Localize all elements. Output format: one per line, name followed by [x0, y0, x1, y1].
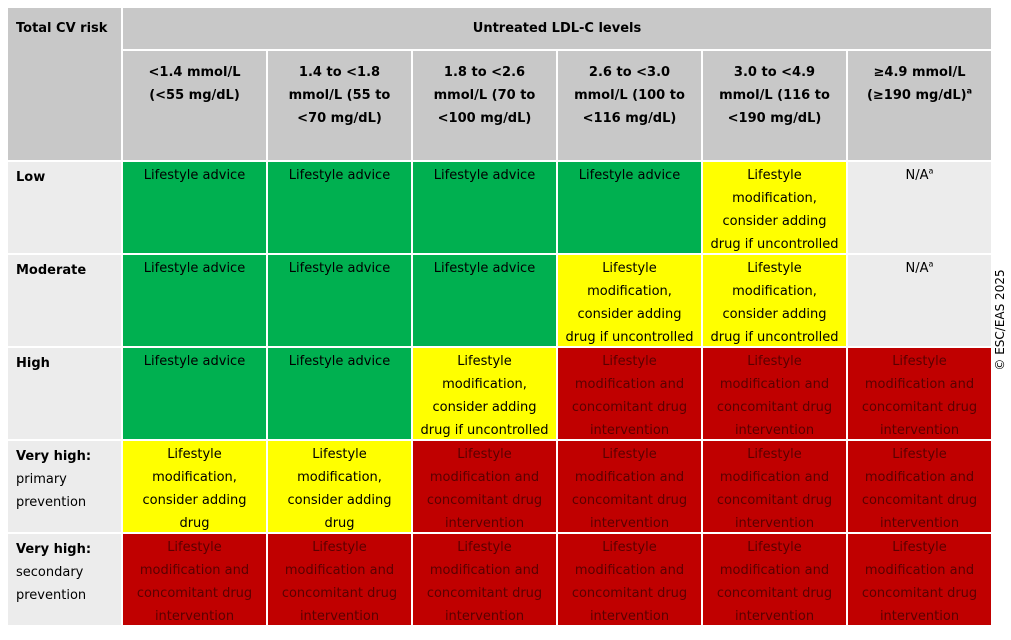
recommendation-cell: Lifestyle advice — [123, 255, 268, 348]
recommendation-text: Lifestyle modification and concomitant d… — [716, 354, 833, 438]
corner-label: Total CV risk — [16, 21, 108, 36]
column-header-1: <1.4 mmol/L (<55 mg/dL) — [123, 51, 268, 162]
ldl-risk-table: Total CV risk Untreated LDL-C levels <1.… — [8, 8, 993, 632]
row-header-label: Moderate — [16, 263, 87, 278]
row-header-label: High — [16, 356, 50, 371]
row-header: Very high: primary prevention — [8, 441, 123, 534]
row-header-label: Very high: — [16, 542, 92, 557]
recommendation-cell: Lifestyle modification and concomitant d… — [413, 441, 558, 534]
column-header-6: ≥4.9 mmol/L (≥190 mg/dL)a — [848, 51, 993, 162]
recommendation-cell: Lifestyle modification, consider adding … — [413, 348, 558, 441]
copyright-notice: © ESC/EAS 2025 — [993, 269, 1007, 371]
recommendation-cell: Lifestyle advice — [123, 348, 268, 441]
recommendation-text: Lifestyle advice — [288, 168, 391, 183]
recommendation-cell: N/Aa — [848, 162, 993, 255]
recommendation-text: Lifestyle modification and concomitant d… — [571, 540, 688, 624]
row-header-sublabel: primary prevention — [16, 472, 87, 510]
recommendation-cell: Lifestyle advice — [268, 348, 413, 441]
recommendation-cell: Lifestyle modification, consider adding … — [123, 441, 268, 534]
recommendation-cell: Lifestyle advice — [558, 162, 703, 255]
column-header-label: 3.0 to <4.9 mmol/L (116 to <190 mg/dL) — [719, 65, 830, 126]
column-header-label: 1.8 to <2.6 mmol/L (70 to <100 mg/dL) — [433, 65, 536, 126]
recommendation-text: Lifestyle advice — [143, 261, 246, 276]
column-header-2: 1.4 to <1.8 mmol/L (55 to <70 mg/dL) — [268, 51, 413, 162]
top-header-label: Untreated LDL-C levels — [472, 21, 642, 36]
recommendation-cell: Lifestyle modification and concomitant d… — [558, 441, 703, 534]
footnote-marker: a — [966, 86, 973, 96]
recommendation-cell: Lifestyle advice — [413, 162, 558, 255]
recommendation-text: Lifestyle modification and concomitant d… — [571, 447, 688, 531]
row-header-sublabel: secondary prevention — [16, 565, 87, 603]
recommendation-cell: Lifestyle modification and concomitant d… — [558, 348, 703, 441]
recommendation-cell: Lifestyle modification and concomitant d… — [413, 534, 558, 627]
recommendation-text: Lifestyle advice — [578, 168, 681, 183]
recommendation-text: Lifestyle modification, consider adding … — [142, 447, 247, 531]
recommendation-cell: Lifestyle modification and concomitant d… — [558, 534, 703, 627]
recommendation-text: Lifestyle modification, consider adding … — [420, 354, 549, 438]
recommendation-text: Lifestyle modification and concomitant d… — [426, 540, 543, 624]
column-header-3: 1.8 to <2.6 mmol/L (70 to <100 mg/dL) — [413, 51, 558, 162]
recommendation-text: Lifestyle modification and concomitant d… — [861, 540, 978, 624]
recommendation-text: Lifestyle modification, consider adding … — [287, 447, 392, 531]
recommendation-text: Lifestyle modification and concomitant d… — [136, 540, 253, 624]
recommendation-cell: N/Aa — [848, 255, 993, 348]
recommendation-text: Lifestyle modification, consider adding … — [710, 261, 839, 345]
recommendation-text: Lifestyle advice — [143, 168, 246, 183]
recommendation-cell: Lifestyle modification and concomitant d… — [848, 348, 993, 441]
row-header: Very high: secondary prevention — [8, 534, 123, 627]
top-header: Untreated LDL-C levels — [123, 8, 993, 51]
recommendation-text: Lifestyle modification and concomitant d… — [861, 354, 978, 438]
recommendation-text: Lifestyle advice — [288, 354, 391, 369]
column-header-5: 3.0 to <4.9 mmol/L (116 to <190 mg/dL) — [703, 51, 848, 162]
recommendation-cell: Lifestyle modification, consider adding … — [703, 162, 848, 255]
recommendation-cell: Lifestyle advice — [413, 255, 558, 348]
column-header-4: 2.6 to <3.0 mmol/L (100 to <116 mg/dL) — [558, 51, 703, 162]
recommendation-cell: Lifestyle modification, consider adding … — [558, 255, 703, 348]
recommendation-cell: Lifestyle advice — [268, 162, 413, 255]
recommendation-text: Lifestyle advice — [433, 261, 536, 276]
recommendation-text: Lifestyle modification, consider adding … — [710, 168, 839, 252]
recommendation-cell: Lifestyle modification and concomitant d… — [123, 534, 268, 627]
recommendation-cell: Lifestyle modification and concomitant d… — [268, 534, 413, 627]
recommendation-cell: Lifestyle modification and concomitant d… — [703, 534, 848, 627]
corner-header: Total CV risk — [8, 8, 123, 162]
recommendation-text: Lifestyle modification, consider adding … — [565, 261, 694, 345]
recommendation-text: Lifestyle advice — [143, 354, 246, 369]
footnote-marker: a — [928, 166, 934, 176]
recommendation-cell: Lifestyle modification, consider adding … — [703, 255, 848, 348]
row-header-label: Very high: — [16, 449, 92, 464]
recommendation-text: Lifestyle modification and concomitant d… — [716, 447, 833, 531]
recommendation-text: Lifestyle modification and concomitant d… — [861, 447, 978, 531]
recommendation-text: Lifestyle modification and concomitant d… — [426, 447, 543, 531]
recommendation-text: N/A — [905, 168, 929, 183]
recommendation-cell: Lifestyle modification and concomitant d… — [848, 441, 993, 534]
footnote-marker: a — [928, 259, 934, 269]
column-header-label: ≥4.9 mmol/L (≥190 mg/dL) — [866, 65, 967, 103]
recommendation-text: Lifestyle modification and concomitant d… — [281, 540, 398, 624]
recommendation-cell: Lifestyle modification and concomitant d… — [703, 348, 848, 441]
recommendation-cell: Lifestyle advice — [268, 255, 413, 348]
column-header-label: 2.6 to <3.0 mmol/L (100 to <116 mg/dL) — [574, 65, 685, 126]
recommendation-cell: Lifestyle modification and concomitant d… — [703, 441, 848, 534]
recommendation-text: N/A — [905, 261, 929, 276]
column-header-label: <1.4 mmol/L (<55 mg/dL) — [148, 65, 241, 103]
recommendation-cell: Lifestyle modification and concomitant d… — [848, 534, 993, 627]
row-header: High — [8, 348, 123, 441]
row-header: Moderate — [8, 255, 123, 348]
recommendation-cell: Lifestyle advice — [123, 162, 268, 255]
recommendation-text: Lifestyle modification and concomitant d… — [571, 354, 688, 438]
recommendation-text: Lifestyle modification and concomitant d… — [716, 540, 833, 624]
row-header-label: Low — [16, 170, 46, 185]
column-header-label: 1.4 to <1.8 mmol/L (55 to <70 mg/dL) — [288, 65, 391, 126]
recommendation-cell: Lifestyle modification, consider adding … — [268, 441, 413, 534]
recommendation-text: Lifestyle advice — [288, 261, 391, 276]
recommendation-text: Lifestyle advice — [433, 168, 536, 183]
row-header: Low — [8, 162, 123, 255]
